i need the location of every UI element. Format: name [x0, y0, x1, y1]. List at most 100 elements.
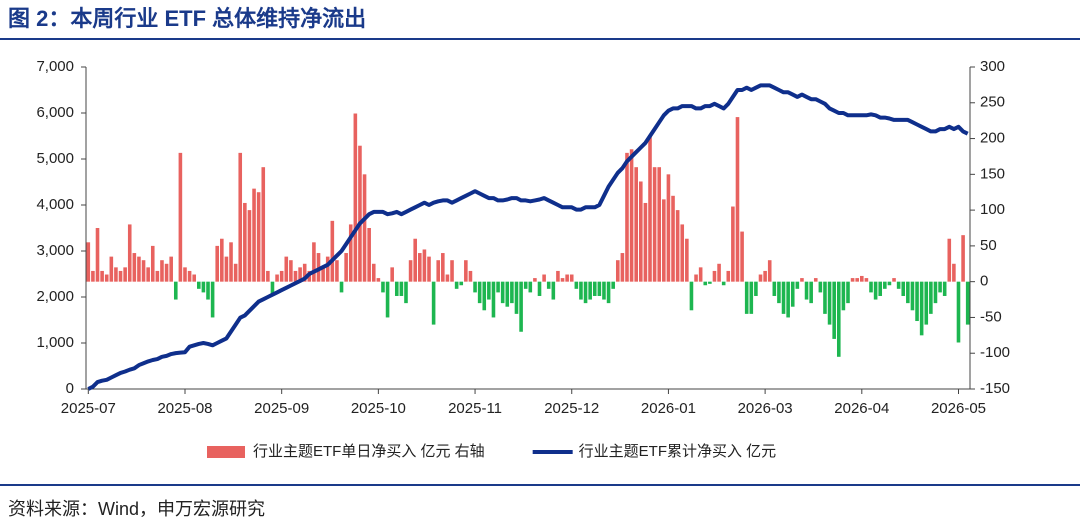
bar [615, 260, 620, 282]
bar [680, 224, 685, 282]
bar [689, 281, 694, 311]
bar [150, 245, 155, 282]
bar [823, 281, 827, 314]
y2-tick-label: 150 [980, 165, 1005, 182]
bar [841, 281, 846, 311]
bar [482, 281, 487, 311]
bar [726, 270, 731, 282]
bar [104, 274, 109, 282]
bar [777, 281, 781, 304]
bar [869, 281, 873, 293]
bar [422, 249, 427, 282]
bar [289, 260, 293, 282]
bar [556, 270, 560, 282]
bar [758, 274, 763, 282]
bar [132, 253, 137, 282]
bar [860, 275, 864, 282]
x-tick-label: 2025-11 [448, 400, 502, 417]
line [87, 83, 969, 391]
bar [795, 281, 800, 289]
bar [938, 281, 942, 293]
bar [717, 263, 721, 282]
bar [915, 281, 919, 322]
bar [441, 253, 445, 282]
bar [293, 270, 298, 282]
bar [846, 281, 850, 304]
bar [956, 281, 961, 343]
bar [611, 281, 615, 289]
y-tick-label: 0 [66, 380, 74, 397]
bar [740, 231, 744, 282]
bar [565, 274, 569, 282]
bar [781, 281, 786, 314]
bar [229, 242, 233, 282]
bar [325, 256, 330, 282]
bar [220, 238, 224, 282]
bar [362, 174, 367, 282]
bar [698, 267, 703, 282]
bar [583, 281, 588, 304]
bar [454, 281, 459, 289]
y-tick-label: 1,000 [36, 334, 74, 351]
bar [348, 224, 353, 282]
bar [118, 270, 123, 282]
bar [606, 281, 611, 304]
bar [883, 281, 887, 289]
bar [906, 281, 910, 304]
bar [321, 267, 325, 282]
y-tick-label: 4,000 [36, 196, 74, 213]
bar [376, 278, 381, 282]
bar [312, 242, 316, 282]
bar [123, 267, 127, 282]
bar [505, 281, 510, 307]
bar [155, 270, 160, 282]
bar [261, 167, 266, 282]
bar [933, 281, 938, 304]
bar [491, 281, 496, 318]
bar [178, 152, 183, 282]
bar [169, 256, 173, 282]
bar [836, 281, 841, 357]
bar [965, 281, 970, 325]
bar [579, 281, 583, 300]
bar [634, 167, 638, 282]
bar [767, 260, 772, 282]
bar [367, 228, 371, 282]
bar [100, 270, 104, 282]
bar [675, 210, 680, 282]
y2-tick-label: -50 [980, 308, 1002, 325]
bar [662, 199, 666, 282]
bar [284, 256, 289, 282]
bar [731, 206, 735, 282]
bar [703, 281, 708, 286]
bar [270, 281, 275, 296]
bar [487, 281, 491, 300]
bar [754, 281, 758, 296]
bar [224, 256, 229, 282]
bar [533, 278, 537, 282]
bar [197, 281, 201, 289]
bar [652, 167, 657, 282]
bar [381, 281, 385, 293]
bar [473, 281, 477, 293]
bar [643, 202, 648, 282]
bar [302, 263, 307, 282]
bar [164, 263, 169, 282]
bar [233, 263, 238, 282]
y-tick-label: 3,000 [36, 242, 74, 259]
chart-title: 图 2：本周行业 ETF 总体维持净流出 [8, 6, 366, 31]
bar [809, 281, 813, 304]
bar [620, 253, 625, 282]
bar [721, 281, 726, 286]
bar [657, 167, 662, 282]
x-tick-label: 2025-10 [351, 400, 406, 417]
bar [671, 195, 675, 282]
bar [947, 238, 952, 282]
bar [431, 281, 436, 325]
bar [749, 281, 754, 314]
bar [708, 281, 712, 284]
y2-tick-label: 0 [980, 273, 988, 290]
bar [694, 274, 698, 282]
bar [735, 117, 740, 282]
